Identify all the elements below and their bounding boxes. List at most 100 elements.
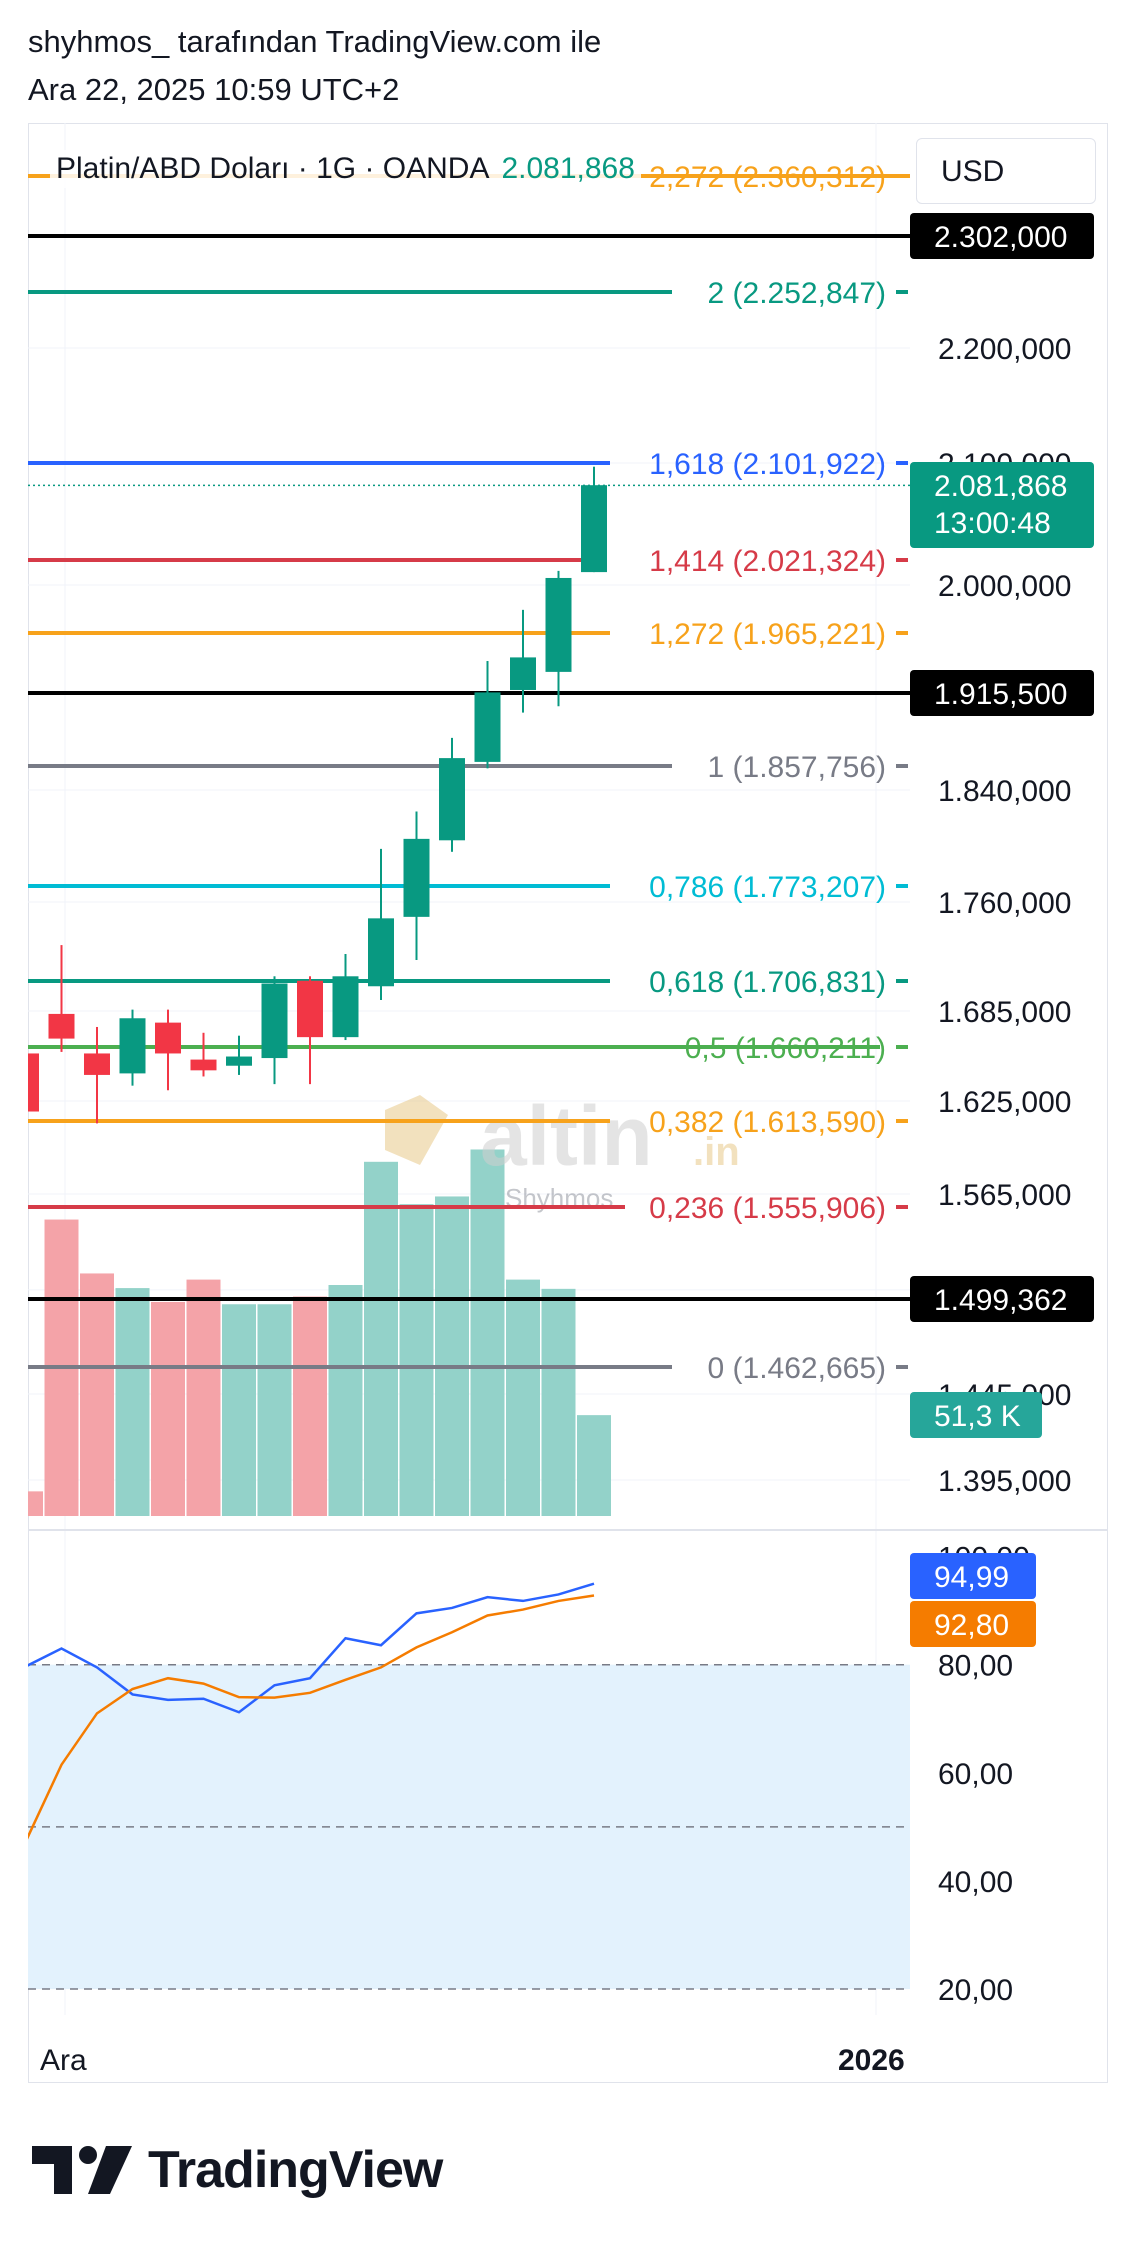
fib-label: 0 (1.462,665) (708, 1352, 886, 1385)
fib-label: 0,5 (1.660,211) (685, 1032, 886, 1065)
oscillator-value-tag: 92,80 (910, 1601, 1036, 1647)
price-axis-label: 2.000,000 (938, 570, 1071, 603)
currency-button[interactable]: USD (916, 138, 1096, 204)
symbol-label: Platin/ABD Doları · 1G · OANDA (56, 152, 490, 185)
volume-bar (293, 1296, 327, 1516)
volume-bar (435, 1196, 469, 1516)
oscillator-tag-label: 92,80 (934, 1609, 1009, 1642)
candle (474, 661, 501, 769)
last-price-value: 2.081,868 (934, 470, 1067, 503)
volume-bar (328, 1285, 363, 1516)
candle-body (48, 1013, 75, 1039)
candle (28, 1053, 39, 1112)
candle-body (403, 838, 430, 917)
volume-bar (506, 1279, 540, 1516)
volume-bar (28, 1491, 43, 1516)
price-tag: 2.302,000 (910, 213, 1094, 259)
candles-group (28, 466, 607, 1124)
tradingview-logo-icon (32, 2146, 132, 2194)
price-tag-label: 1.915,500 (934, 678, 1067, 711)
candle (332, 954, 359, 1041)
oscillator-tag-bg (910, 1553, 1036, 1599)
volume-bar (257, 1304, 292, 1516)
fib-label: 2,272 (2.360,312) (649, 161, 886, 194)
candle-body (297, 980, 323, 1038)
volume-bar (577, 1415, 611, 1516)
volume-bar (470, 1149, 505, 1516)
candle (226, 1035, 252, 1075)
candle (297, 976, 323, 1085)
candle-body (368, 918, 394, 987)
candle (581, 466, 607, 573)
volume-tag: 51,3 K (910, 1392, 1042, 1438)
candle-body (581, 485, 607, 573)
fib-level: 1,618 (2.101,922) (28, 448, 908, 481)
oscillator-lines (28, 1582, 595, 1840)
fib-label: 1,272 (1.965,221) (649, 618, 886, 651)
price-tag: 1.499,362 (910, 1276, 1094, 1322)
volume-bar (151, 1301, 185, 1516)
candle-body (119, 1018, 146, 1074)
price-tag-label: 2.302,000 (934, 221, 1067, 254)
timestamp-line: Ara 22, 2025 10:59 UTC+2 (28, 72, 400, 107)
fib-level: 1,272 (1.965,221) (28, 618, 908, 651)
price-axis-label: 1.685,000 (938, 996, 1071, 1029)
oscillator-axis-label: 60,00 (938, 1758, 1013, 1791)
candle (261, 976, 288, 1085)
candle (119, 1009, 146, 1086)
price-tag-bg (910, 213, 1094, 259)
price-tag: 1.915,500 (910, 670, 1094, 716)
oscillator-axis-label: 80,00 (938, 1650, 1013, 1683)
fib-level: 1 (1.857,756) (28, 751, 908, 784)
fib-level: 2 (2.252,847) (28, 277, 908, 310)
fib-label: 0,236 (1.555,906) (649, 1192, 886, 1225)
candle-body (84, 1053, 110, 1075)
candle-body (474, 692, 501, 762)
fib-level: 0 (1.462,665) (28, 1352, 908, 1385)
author-line: shyhmos_ tarafından TradingView.com ile (28, 24, 602, 59)
fib-label: 0,618 (1.706,831) (649, 966, 886, 999)
fib-label: 1,414 (2.021,324) (649, 545, 886, 578)
symbol-legend[interactable]: Platin/ABD Doları · 1G · OANDA 2.081,868 (50, 150, 641, 188)
candle-body (28, 1053, 39, 1112)
fib-label: 2 (2.252,847) (708, 277, 886, 310)
volume-bar (541, 1288, 576, 1516)
candle (190, 1032, 217, 1077)
tradingview-wordmark: TradingView (148, 2141, 443, 2199)
fib-level: 0,786 (1.773,207) (28, 871, 908, 904)
candle-body (332, 976, 359, 1038)
volume-bar (186, 1279, 221, 1516)
fib-level: 1,414 (2.021,324) (28, 545, 908, 578)
price-axis-label: 1.760,000 (938, 887, 1071, 920)
price-tag-label: 1.499,362 (934, 1284, 1067, 1317)
candle-body (510, 657, 536, 690)
oscillator-axis-label: 40,00 (938, 1866, 1013, 1899)
fib-level: 0,618 (1.706,831) (28, 966, 908, 999)
watermark-text-suffix: .in (693, 1130, 740, 1174)
last-price-tag-bg (910, 462, 1094, 548)
candle-body (261, 983, 288, 1059)
stoch-k-line (28, 1582, 595, 1714)
tradingview-logo[interactable]: TradingView (32, 2140, 443, 2200)
oscillator-tag-bg (910, 1601, 1036, 1647)
oscillator-value-tag: 94,99 (910, 1553, 1036, 1599)
candle-body (545, 577, 572, 672)
candle (368, 848, 394, 1001)
candle-body (226, 1056, 252, 1066)
time-axis-label: Ara (40, 2044, 87, 2077)
volume-bar (222, 1304, 256, 1516)
last-price-tag: 2.081,868 13:00:48 (910, 462, 1094, 548)
volume-tag-bg (910, 1392, 1042, 1438)
price-tag-bg (910, 1276, 1094, 1322)
oscillator-tag-label: 94,99 (934, 1561, 1009, 1594)
candle-body (155, 1022, 181, 1054)
volume-bar (399, 1204, 434, 1516)
watermark-text: altin (480, 1089, 653, 1183)
candle-body (190, 1059, 217, 1071)
candle-body (439, 758, 465, 841)
fib-label: 1,618 (2.101,922) (649, 448, 886, 481)
candle (84, 1026, 110, 1124)
oscillator-axis-label: 20,00 (938, 1974, 1013, 2007)
